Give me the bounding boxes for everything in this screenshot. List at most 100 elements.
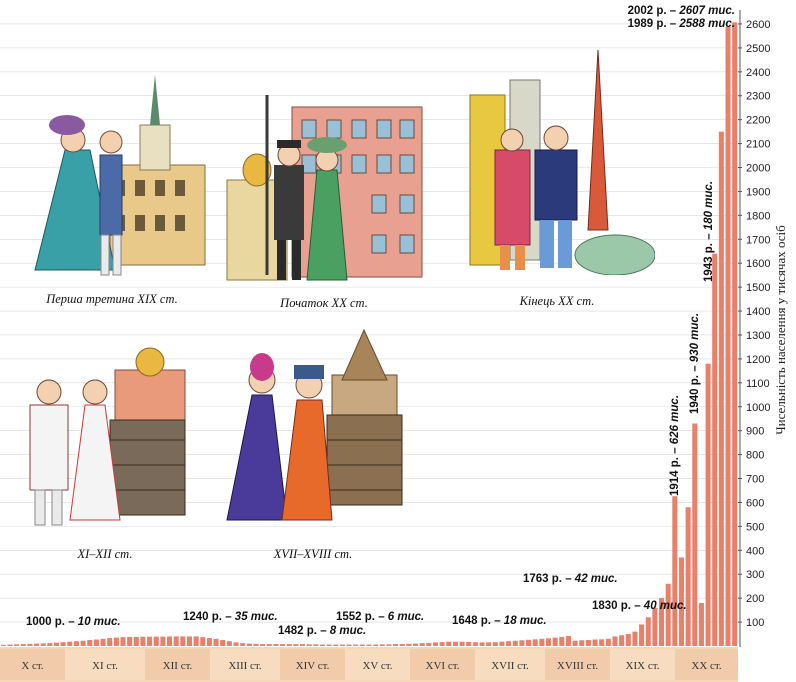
illustration-19th-century: [15, 70, 210, 285]
y-axis-label: Чисельність населення у тисячах осіб: [773, 225, 788, 435]
bar: [632, 631, 638, 646]
bar: [599, 639, 605, 646]
annotation-value: 180 тис.: [703, 181, 715, 230]
bar: [466, 641, 472, 646]
bar: [506, 641, 512, 646]
bar: [339, 644, 345, 646]
bar: [492, 642, 498, 646]
bar: [313, 644, 319, 646]
bar: [419, 643, 425, 646]
bar: [326, 644, 332, 646]
late-20th-century-figures-icon: [469, 49, 656, 276]
century-label: XIX ст.: [626, 660, 660, 672]
bar: [672, 496, 678, 646]
annotation-label: 1648 р. – 18 тис.: [452, 615, 547, 627]
bar: [53, 642, 60, 646]
century-cell: [410, 649, 475, 680]
annotation-year: 1830 р. –: [592, 600, 644, 612]
bar: [319, 644, 325, 646]
y-tick-label: 2600: [746, 19, 770, 31]
century-label: XIII ст.: [228, 660, 262, 672]
caption-late-20th-century: Кінець XX ст.: [519, 294, 595, 308]
bar: [93, 639, 99, 646]
chart-bars: [0, 22, 738, 647]
century-label: XX ст.: [691, 660, 722, 672]
bar: [213, 638, 219, 646]
century-cell: [65, 649, 145, 680]
17th-18th-century-figures-icon: [226, 328, 403, 521]
bar: [186, 636, 193, 646]
y-axis: 100 200 300 400 500 600 700 800 900 1000 1100 1200 1…: [738, 10, 770, 647]
y-tick-label: 2500: [746, 43, 770, 55]
bar: [652, 607, 658, 646]
bar: [472, 642, 478, 646]
century-cell: [145, 649, 210, 680]
annotation-label: 1482 р. – 8 тис.: [278, 625, 366, 637]
century-label: XII ст.: [163, 660, 193, 672]
annotation-value: 2588 тис.: [678, 18, 735, 30]
century-label: X ст.: [21, 660, 44, 672]
annotation-year: 1240 р. –: [183, 611, 235, 623]
annotation-value: 40 тис.: [643, 600, 687, 612]
y-tick-label: 1300: [746, 330, 770, 342]
y-tick-label: 1800: [746, 210, 770, 222]
bar: [619, 635, 625, 646]
century-label: XV ст.: [362, 660, 392, 672]
bar: [200, 637, 206, 646]
bar: [612, 636, 618, 646]
y-tick-label: 2000: [746, 163, 770, 175]
annotation-label: 1989 р. – 2588 тис.: [628, 18, 735, 30]
bar: [280, 644, 286, 646]
bar: [14, 644, 20, 646]
illustration-11th-12th-century: [15, 340, 195, 535]
bar: [113, 637, 119, 646]
annotation-year: 1648 р. –: [452, 615, 504, 627]
annotation-value: 626 тис.: [669, 395, 681, 444]
illustration-17th-18th-century: [222, 325, 407, 535]
bar: [107, 638, 113, 646]
bar: [333, 644, 339, 646]
annotation-year: 1552 р. –: [336, 611, 388, 623]
bar: [552, 637, 558, 646]
y-tick-label: 2400: [746, 67, 770, 79]
bar: [519, 640, 525, 646]
annotation-label: 1943 р. – 180 тис.: [703, 181, 715, 282]
bar: [585, 640, 591, 646]
bar: [246, 643, 252, 646]
bar: [446, 641, 452, 646]
century-cell: [0, 649, 65, 680]
bar: [452, 641, 458, 646]
annotation-value: 18 тис.: [504, 615, 547, 627]
annotation-label: 1914 р. – 626 тис.: [669, 395, 681, 496]
bar: [147, 636, 153, 646]
annotation-label: 1000 р. – 10 тис.: [26, 616, 121, 628]
annotation-year: 1989 р. –: [628, 18, 680, 30]
bar: [486, 642, 492, 646]
bar: [20, 644, 26, 646]
century-cell: [610, 649, 675, 680]
bar: [7, 644, 13, 646]
bar: [592, 639, 598, 646]
y-tick-label: 300: [746, 569, 764, 581]
bar: [87, 640, 93, 646]
bar: [526, 639, 532, 646]
bar: [206, 638, 212, 646]
y-tick-label: 1000: [746, 402, 770, 414]
bar: [0, 644, 6, 646]
bar: [393, 644, 399, 646]
y-tick-label: 700: [746, 474, 764, 486]
century-cell: [210, 649, 280, 680]
bar: [712, 253, 718, 646]
bar: [725, 26, 731, 646]
bar: [193, 636, 199, 646]
bar: [273, 644, 279, 646]
century-cell: [280, 649, 345, 680]
bar: [266, 644, 272, 646]
bar: [233, 642, 239, 646]
annotation-year: 1943 р. –: [703, 230, 715, 282]
y-tick-label: 1200: [746, 354, 770, 366]
bar: [718, 131, 724, 646]
bar: [625, 634, 631, 646]
early-20th-century-figures-icon: [226, 95, 423, 281]
